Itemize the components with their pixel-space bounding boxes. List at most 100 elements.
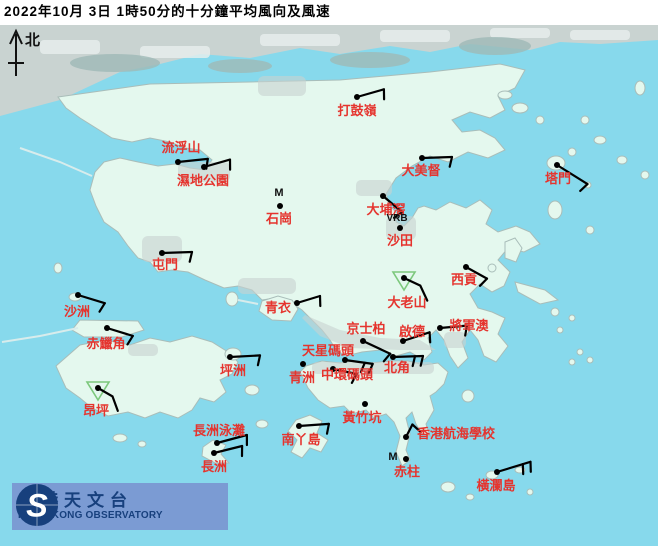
station-chek-lap-kok: 赤鱲角 (86, 325, 134, 351)
station-dot (277, 203, 283, 209)
wind-barb-staff (555, 163, 589, 186)
station-label: 將軍澳 (449, 318, 489, 333)
station-marker-m: M (274, 187, 283, 199)
urban-patch (356, 180, 392, 196)
station-kings-park: 京士柏 (346, 321, 392, 363)
wind-barb-staff (76, 293, 106, 305)
station-marker-m: M (388, 451, 397, 463)
station-dot (214, 440, 220, 446)
urban-patch (260, 34, 340, 46)
station-wong-chuk-hang: 黃竹坑 (341, 401, 382, 425)
island (137, 440, 147, 448)
island (526, 488, 534, 496)
island (580, 115, 590, 125)
lantau-island (55, 335, 239, 419)
island (497, 90, 513, 100)
tsing-ma-bridge (237, 299, 259, 305)
station-central-pier: 中環碼頭 (321, 366, 374, 384)
station-sha-tin: VRB 沙田 (386, 213, 413, 248)
hko-logo: S 香港天文台 HONG KONG OBSERVATORY (12, 483, 228, 530)
station-label: 中環碼頭 (321, 367, 374, 382)
wind-barb-staff (96, 386, 119, 412)
station-label: 京士柏 (346, 321, 385, 336)
island (585, 225, 595, 235)
station-tates-cairn: 大老山 (387, 271, 429, 310)
wind-barb-feather (464, 324, 468, 337)
wind-barb-feather (392, 211, 404, 219)
urban-patch (140, 46, 210, 58)
wind-barb-staff (295, 294, 322, 305)
station-stanley: M赤柱 (388, 451, 420, 479)
wind-barb-feather (98, 302, 106, 313)
wind-barb-feather (359, 361, 366, 374)
station-dot (354, 94, 360, 100)
station-label: 青衣 (265, 300, 291, 315)
station-waglan-island: 橫瀾島 (476, 460, 532, 493)
station-label: 黃竹坑 (341, 410, 381, 425)
island (440, 481, 456, 493)
island (535, 115, 545, 125)
station-label: 石崗 (265, 211, 292, 226)
wind-barb-feather (126, 334, 134, 346)
station-dot (419, 155, 425, 161)
station-shek-kong: M 石崗 (265, 187, 292, 226)
station-label: 赤鱲角 (86, 336, 125, 351)
station-label: 長洲 (201, 459, 227, 474)
island (244, 384, 260, 396)
hill-patch (330, 52, 410, 68)
wind-barb-feather (256, 354, 262, 367)
wind-barb-feather (579, 183, 589, 192)
station-label: 打鼓嶺 (337, 103, 376, 118)
wind-barb-feather (325, 422, 330, 435)
wind-barb-feather (411, 355, 417, 368)
station-ta-kwu-ling: 打鼓嶺 (337, 88, 386, 118)
station-dot (437, 325, 443, 331)
station-label: 南丫島 (281, 432, 320, 447)
wind-barb-staff (464, 265, 489, 280)
island (514, 281, 560, 305)
new-territories-kowloon-landmass (57, 63, 541, 369)
station-label: 赤柱 (394, 464, 420, 479)
station-north-point: 北角 (384, 354, 425, 375)
wind-barb-staff (212, 444, 244, 455)
station-sai-kung: 西貢 (451, 264, 489, 287)
hill-patch (459, 37, 531, 55)
wind-barb-staff (343, 358, 374, 365)
island (487, 263, 497, 273)
island (634, 80, 646, 96)
station-tsing-yi: 青衣 (265, 294, 322, 315)
station-label: 橫瀾島 (476, 478, 515, 493)
station-dot (390, 354, 396, 360)
station-dot (201, 164, 207, 170)
station-label: 香港航海學校 (416, 426, 496, 441)
station-peng-chau: 坪洲 (220, 354, 262, 378)
wind-barb-staff (381, 194, 404, 214)
wind-barb-staff (160, 250, 194, 255)
island (568, 358, 576, 366)
wind-barb-staff (361, 339, 392, 355)
station-dot (294, 300, 300, 306)
station-star-ferry-pier: 天星碼頭 (302, 343, 374, 375)
station-label: 屯門 (152, 257, 178, 272)
wind-barb-staff (495, 460, 532, 474)
station-label: 大埔滘 (366, 202, 405, 217)
station-dot (342, 357, 348, 363)
station-tseung-kwan-o: 將軍澳 (437, 318, 489, 337)
station-ngong-ping: 昂坪 (83, 381, 119, 418)
wind-barb-feather (478, 277, 489, 287)
wind-barb-staff (105, 326, 134, 337)
station-dot (95, 385, 101, 391)
page-title: 2022年10月 3日 1時50分的十分鐘平均風向及風速 (0, 0, 658, 25)
north-arrow: 北 (8, 28, 40, 76)
wind-barb-staff (297, 422, 330, 428)
island (576, 348, 584, 356)
north-arrow-head (9, 28, 23, 45)
island (593, 135, 607, 145)
station-dot (211, 450, 217, 456)
station-lau-fau-shan: 流浮山 (161, 140, 209, 170)
island (547, 200, 563, 220)
station-dot (360, 338, 366, 344)
island (640, 170, 650, 180)
station-hk-sea-school: 香港航海學校 (403, 423, 496, 441)
